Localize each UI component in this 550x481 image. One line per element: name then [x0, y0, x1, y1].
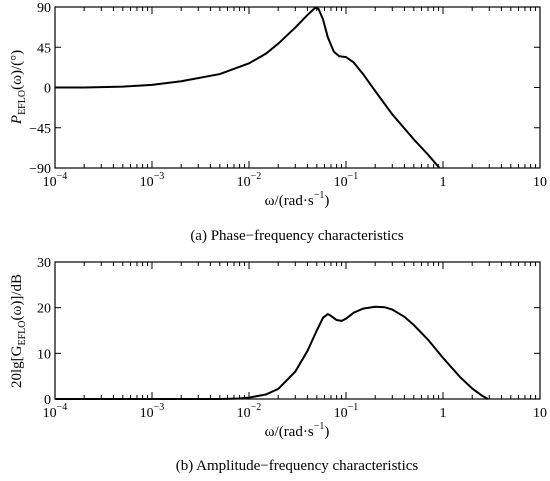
phase-tick-labels: 10−4 10−3 10−2 10−1 1 10 90 45 0 −45 −90	[29, 1, 547, 190]
amplitude-y-axis-label-post: (ω)]/dB	[9, 274, 25, 321]
amplitude-curve	[55, 305, 489, 400]
amplitude-plot: 10−4 10−3 10−2 10−1 1 10 30 20 10 0 ω/(rad·s−1) 2…	[9, 256, 547, 474]
phase-x-axis-label-main: ω/(rad·s	[265, 193, 314, 209]
amplitude-y-axis-label: 20lg[GEFLO(ω)]/dB	[9, 274, 28, 388]
amplitude-x-axis-label-main: ω/(rad·s	[265, 424, 314, 440]
phase-ticks	[54, 6, 541, 169]
amplitude-ticks	[54, 261, 541, 400]
phase-plot-frame	[54, 6, 541, 169]
amplitude-x-tick-label: 1	[440, 406, 447, 421]
phase-y-tick-label: 0	[44, 82, 51, 97]
amplitude-y-axis-label-sub: EFLO	[17, 321, 28, 346]
phase-y-axis-label-post: (ω)/(°)	[9, 50, 25, 90]
amplitude-y-axis-label-pre: 20lg[G	[9, 345, 25, 388]
phase-y-axis-label: PEFLO(ω)/(°)	[9, 50, 28, 125]
phase-x-axis-label-tail: )	[324, 193, 329, 209]
amplitude-x-axis-label: ω/(rad·s−1)	[265, 421, 330, 440]
phase-y-tick-label: 90	[37, 1, 51, 16]
amplitude-y-tick-label: 0	[44, 393, 51, 408]
amplitude-x-tick-label: 10−1	[334, 402, 359, 421]
amplitude-x-axis-label-tail: )	[324, 424, 329, 440]
phase-y-axis-label-pre: P	[9, 115, 25, 125]
phase-y-tick-label: 45	[37, 41, 51, 56]
amplitude-x-tick-label: 10−2	[237, 402, 262, 421]
amplitude-plot-frame	[54, 261, 541, 400]
phase-x-tick-label: 10	[533, 175, 547, 190]
amplitude-y-tick-label: 20	[37, 302, 51, 317]
phase-y-tick-label: −90	[29, 162, 51, 177]
amplitude-x-axis-label-sup: −1	[314, 421, 325, 432]
amplitude-tick-labels: 10−4 10−3 10−2 10−1 1 10 30 20 10 0	[37, 256, 547, 421]
phase-x-tick-label: 1	[440, 175, 447, 190]
phase-x-axis-label-sup: −1	[314, 190, 325, 201]
phase-curve	[55, 6, 441, 169]
phase-y-tick-label: −45	[29, 122, 51, 137]
phase-caption: (a) Phase−frequency characteristics	[190, 228, 404, 244]
amplitude-y-tick-label: 10	[37, 347, 51, 362]
phase-y-axis-label-sub: EFLO	[17, 90, 28, 115]
amplitude-caption: (b) Amplitude−frequency characteristics	[176, 458, 419, 474]
amplitude-x-tick-label: 10−4	[43, 402, 68, 421]
amplitude-x-tick-label: 10	[533, 406, 547, 421]
phase-x-tick-label: 10−1	[334, 171, 359, 190]
phase-x-axis-label: ω/(rad·s−1)	[265, 190, 330, 209]
amplitude-y-tick-label: 30	[37, 256, 51, 271]
phase-x-tick-label: 10−4	[43, 171, 68, 190]
phase-plot: 10−4 10−3 10−2 10−1 1 10 90 45 0 −45 −90 ω/(rad·s−…	[9, 1, 547, 244]
amplitude-x-tick-label: 10−3	[140, 402, 165, 421]
phase-x-tick-label: 10−3	[140, 171, 165, 190]
phase-x-tick-label: 10−2	[237, 171, 262, 190]
